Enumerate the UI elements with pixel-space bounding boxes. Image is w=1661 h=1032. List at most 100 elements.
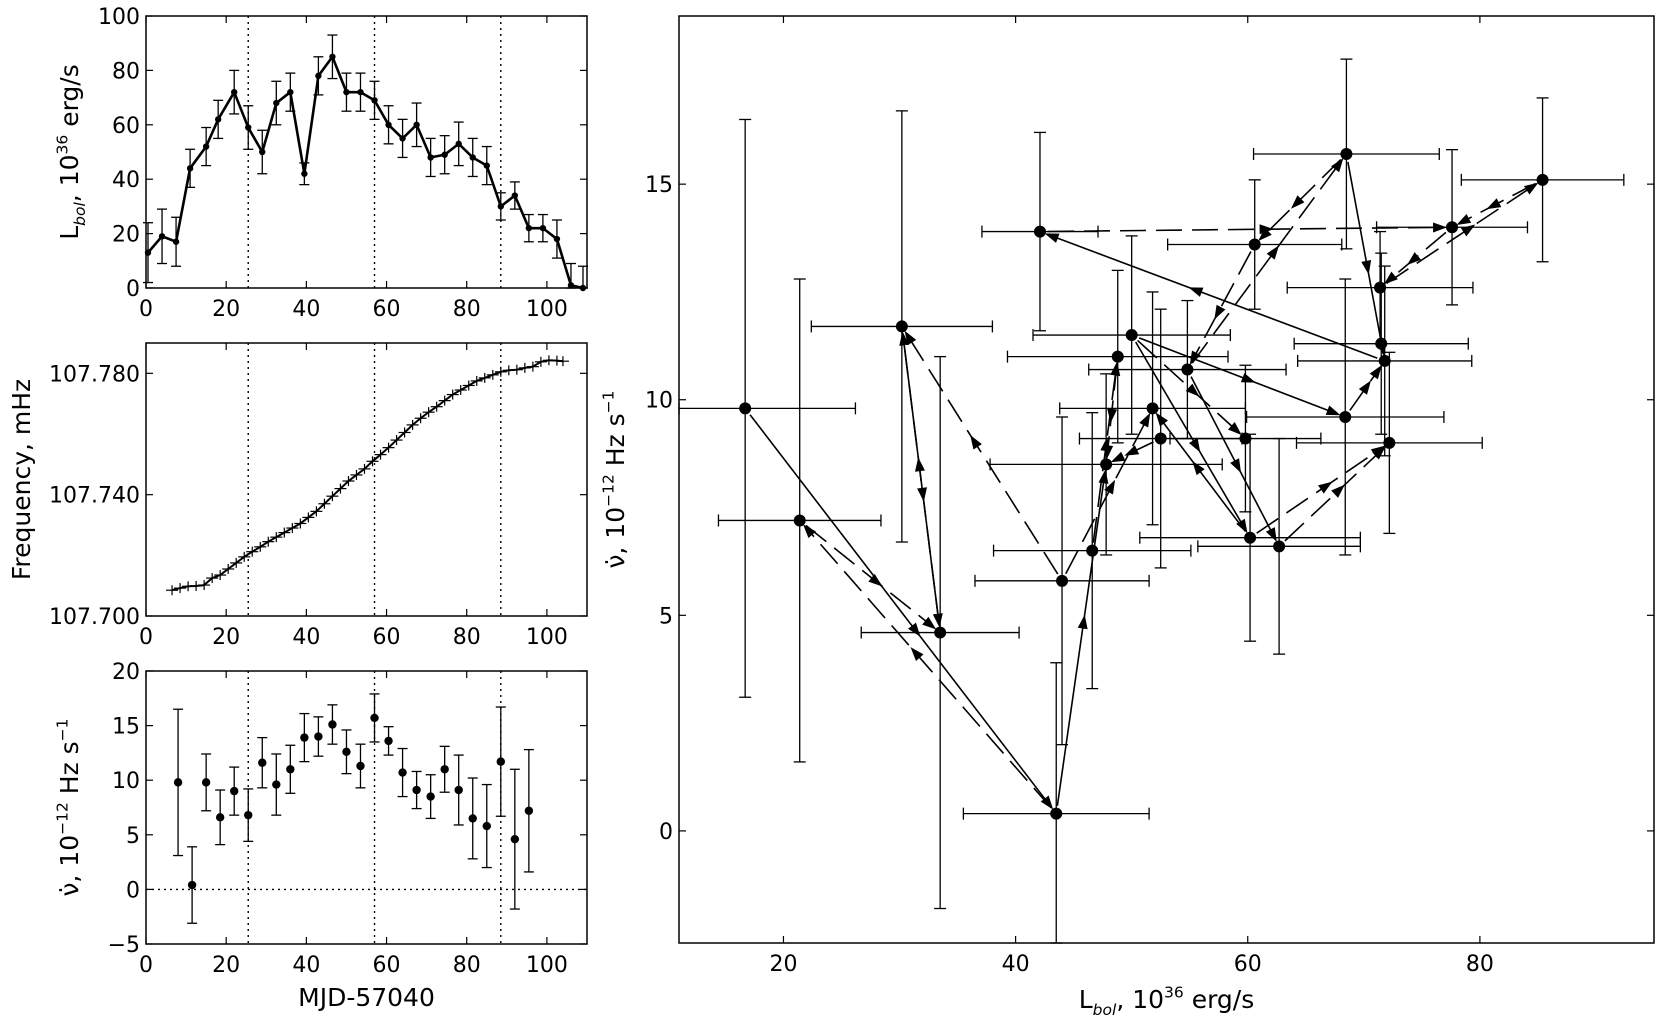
data-point <box>1536 173 1549 186</box>
plot-frame <box>145 670 588 945</box>
data-point <box>934 626 947 639</box>
y-tick-label: 10 <box>112 769 140 794</box>
x-tick-label: 40 <box>292 625 320 650</box>
arrowhead <box>868 573 883 587</box>
arrowhead <box>1331 157 1344 173</box>
x-tick-label: 80 <box>453 297 481 322</box>
trajectory-arrow <box>1284 447 1385 542</box>
data-point <box>1086 544 1099 557</box>
y-tick-label: 0 <box>126 277 140 302</box>
data-point <box>895 320 908 333</box>
arrowhead <box>1155 412 1169 427</box>
y-tick-label: 0 <box>659 820 673 845</box>
arrowhead <box>803 524 816 539</box>
x-tick-label: 60 <box>373 297 401 322</box>
spin-up-vs-luminosity-panel: 20 40 60 80 0 5 10 15 Lbol, 1036 erg/s ν̇, 10−12 … <box>600 15 1655 1019</box>
y-axis-label: Lbol, 1036 erg/s <box>54 64 90 240</box>
trajectory-arrow <box>1047 233 1378 359</box>
data-point <box>793 514 806 527</box>
x-tick-label: 20 <box>212 625 240 650</box>
x-tick-label: 100 <box>526 625 568 650</box>
data-point <box>482 821 491 831</box>
trajectory-arrow <box>1156 414 1246 532</box>
plot-frame <box>678 15 1655 944</box>
arrowhead <box>1077 614 1088 630</box>
arrowhead <box>1523 182 1539 195</box>
luminosity-panel: 0 20 40 60 80 100 0 20 40 60 80 100 Lbol, 1036 erg/s <box>54 5 588 322</box>
data-point <box>384 736 393 746</box>
y-tick-label: 107.740 <box>49 484 140 509</box>
arrowhead <box>1124 445 1140 456</box>
x-tick-label: 20 <box>212 953 240 978</box>
trajectory-arrow <box>805 524 935 629</box>
x-tick-label: 80 <box>453 953 481 978</box>
trajectory-arrow <box>1092 364 1118 543</box>
data-point <box>186 165 194 172</box>
arrowhead <box>1044 233 1060 243</box>
data-point <box>510 834 520 844</box>
trajectory-arrow <box>1137 339 1241 434</box>
arrowhead <box>1361 260 1372 275</box>
x-tick-label: 0 <box>139 953 153 978</box>
data-point <box>1154 432 1167 445</box>
trajectory-arrow <box>1047 226 1445 233</box>
trajectory-arrow <box>1347 161 1385 354</box>
data-point <box>469 154 476 161</box>
data-point <box>1125 329 1138 342</box>
y-tick-label: 60 <box>112 114 140 139</box>
x-tick-label: 20 <box>212 297 240 322</box>
data-point <box>244 810 253 820</box>
y-axis-label: Frequency, mHz <box>7 379 36 580</box>
trajectory-arrow <box>1135 341 1247 532</box>
data-point <box>497 203 505 210</box>
x-axis-label: MJD-57040 <box>298 983 435 1012</box>
data-point <box>1056 574 1069 587</box>
data-point <box>231 88 238 96</box>
data-point <box>1383 436 1396 449</box>
x-tick-label: 80 <box>1466 952 1494 977</box>
data-point <box>1248 238 1261 251</box>
y-tick-label: 20 <box>112 660 140 685</box>
arrowhead <box>915 457 925 472</box>
data-point <box>357 88 364 96</box>
data-point <box>315 72 322 80</box>
y-tick-label: 5 <box>659 604 673 629</box>
arrowhead <box>922 616 937 630</box>
data-point <box>172 238 180 245</box>
data-point <box>426 792 435 801</box>
data-point <box>524 806 534 815</box>
y-tick-label: 40 <box>112 168 140 193</box>
x-tick-label: 0 <box>139 297 153 322</box>
y-tick-label: 107.700 <box>49 605 140 630</box>
arrowhead <box>1214 304 1226 320</box>
data-point <box>273 99 280 107</box>
data-point <box>440 765 449 774</box>
arrowhead <box>908 622 921 637</box>
data-point <box>287 88 294 96</box>
arrowhead <box>1456 214 1472 225</box>
data-point <box>371 97 378 104</box>
data-point <box>314 732 323 741</box>
data-point <box>343 88 350 96</box>
y-axis-label: ν̇, 10−12 Hz s−1 <box>54 718 85 896</box>
data-point <box>399 135 406 142</box>
trajectory-arrow <box>902 334 940 625</box>
x-tick-label: 40 <box>1002 952 1030 977</box>
arrowhead <box>1369 365 1382 380</box>
arrowhead <box>904 330 917 346</box>
arrowhead <box>1259 224 1274 235</box>
arrowhead <box>1188 437 1201 453</box>
data-point <box>1375 337 1388 350</box>
arrowhead <box>1266 245 1280 260</box>
arrowhead <box>1110 451 1126 463</box>
y-tick-label: 20 <box>112 223 140 248</box>
data-point <box>300 733 309 742</box>
arrowhead <box>1185 383 1200 397</box>
trajectory-arrow <box>1190 376 1277 540</box>
data-point <box>272 780 281 789</box>
data-point <box>1100 458 1113 471</box>
data-point <box>1181 363 1194 376</box>
data-point <box>1446 221 1459 234</box>
data-point <box>525 224 533 232</box>
